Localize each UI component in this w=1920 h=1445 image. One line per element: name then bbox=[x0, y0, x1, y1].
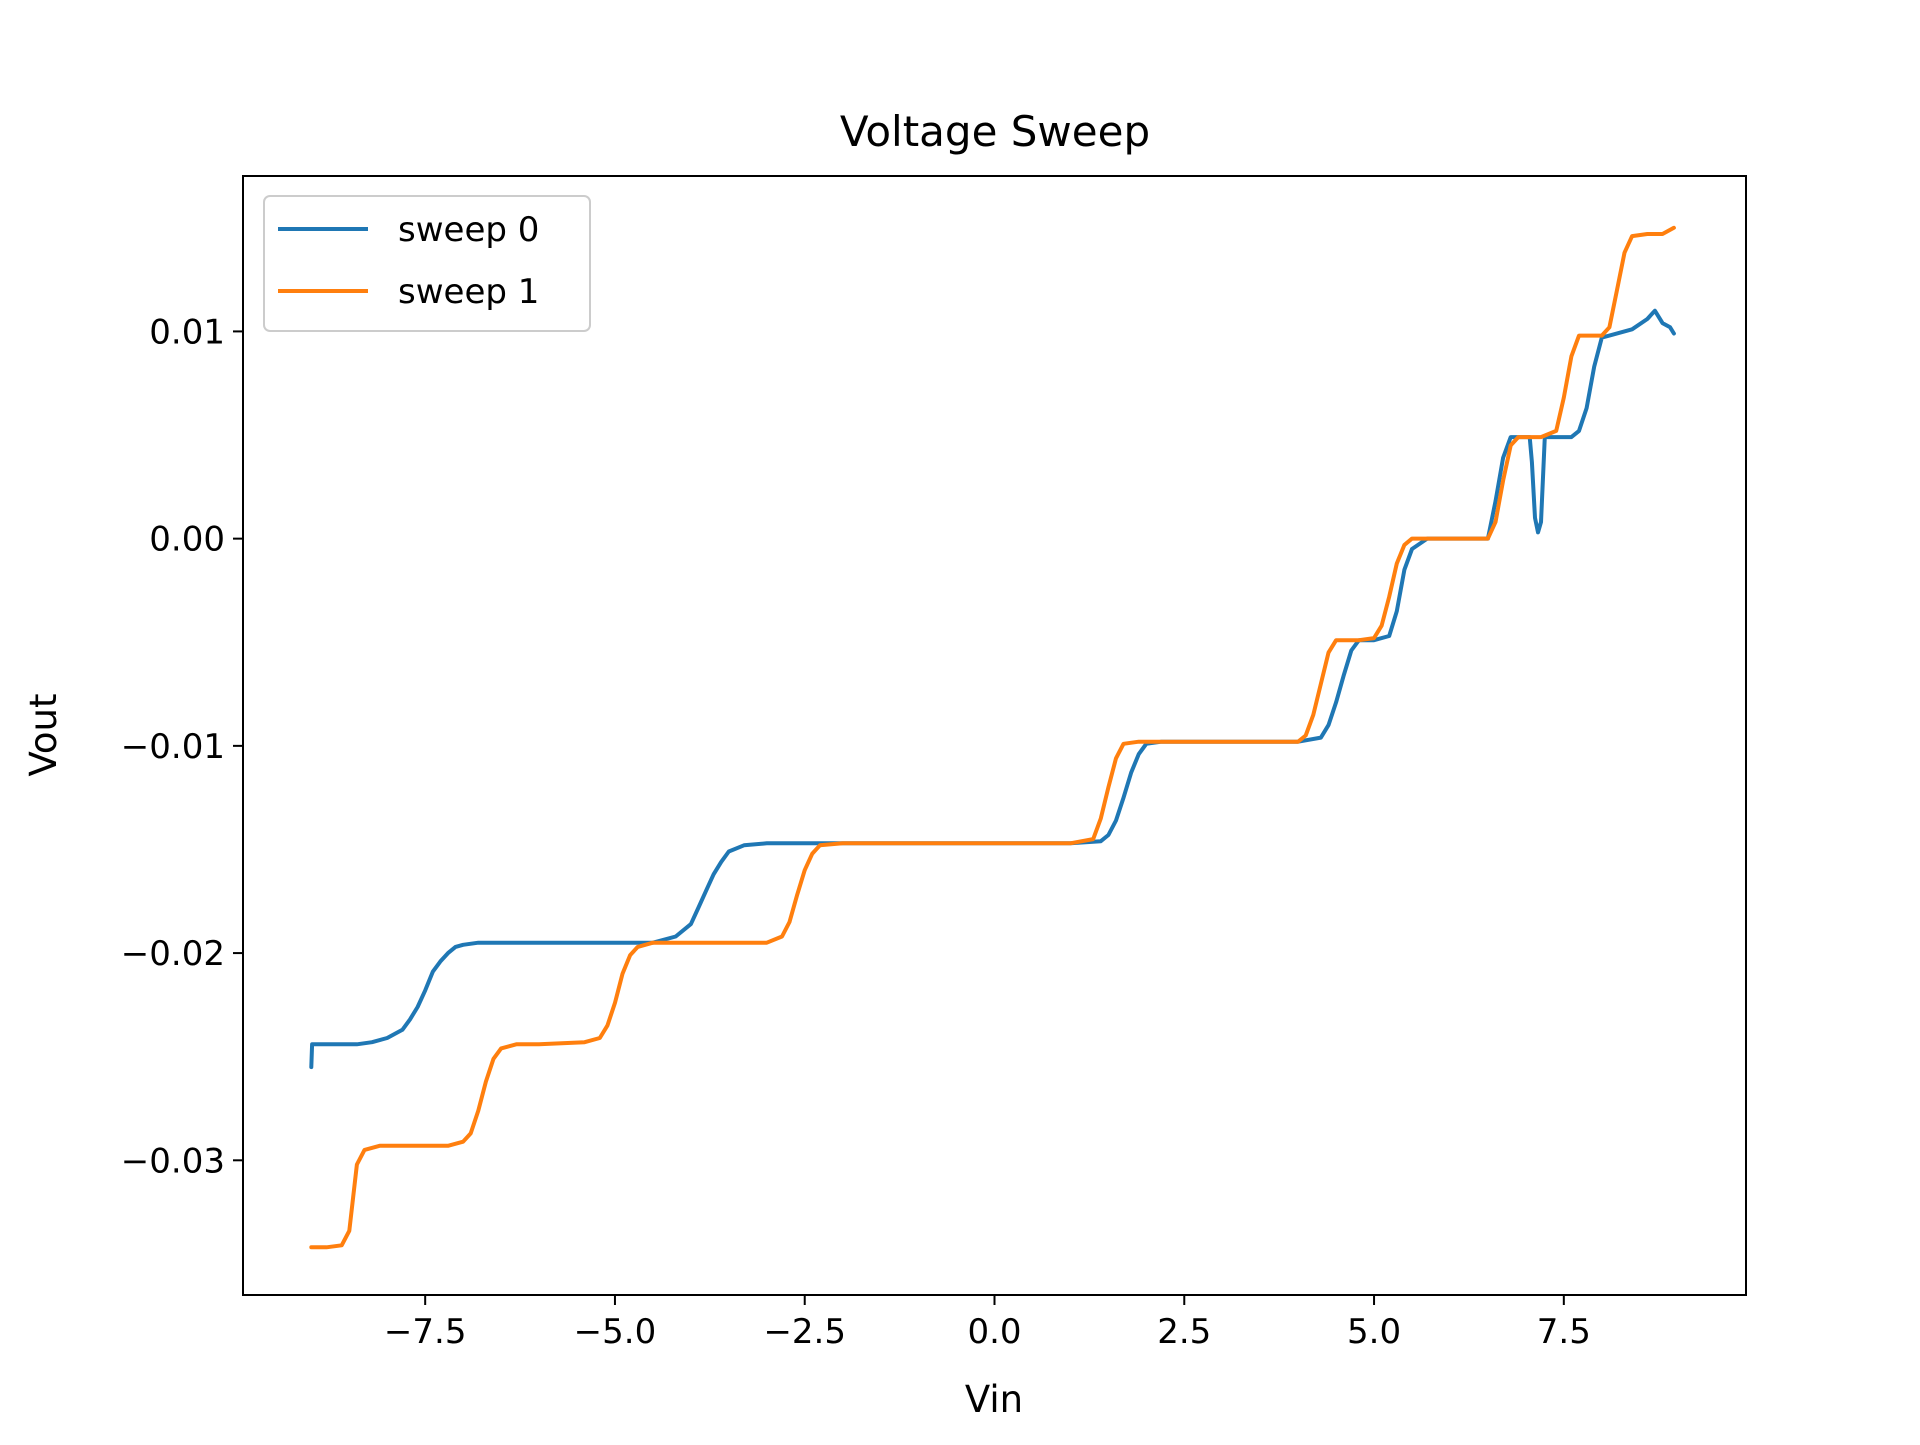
y-tick-label: −0.01 bbox=[121, 727, 225, 767]
x-tick-label: −5.0 bbox=[574, 1312, 657, 1352]
y-tick-label: −0.03 bbox=[121, 1141, 225, 1181]
x-tick-label: −2.5 bbox=[763, 1312, 846, 1352]
series-line-0 bbox=[309, 308, 1676, 1070]
y-axis-label: Vout bbox=[22, 693, 65, 776]
x-tick-label: 5.0 bbox=[1347, 1312, 1401, 1352]
x-axis-label: Vin bbox=[965, 1378, 1023, 1421]
legend: sweep 0 sweep 1 bbox=[263, 195, 591, 332]
x-axis: −7.5 −5.0 −2.5 0.0 2.5 5.0 7.5 bbox=[384, 1295, 1591, 1352]
y-tick-label: −0.02 bbox=[121, 934, 225, 974]
series-line-1 bbox=[309, 225, 1676, 1250]
chart-title: Voltage Sweep bbox=[840, 107, 1150, 156]
x-tick-label: 7.5 bbox=[1537, 1312, 1591, 1352]
plot-frame bbox=[242, 175, 1747, 1296]
x-tick-label: 2.5 bbox=[1157, 1312, 1211, 1352]
x-tick-label: −7.5 bbox=[384, 1312, 467, 1352]
y-tick-label: 0.01 bbox=[149, 312, 225, 352]
legend-label-0: sweep 0 bbox=[398, 210, 539, 250]
y-tick-label: 0.00 bbox=[149, 520, 225, 560]
y-axis: −0.03 −0.02 −0.01 0.00 0.01 bbox=[121, 312, 243, 1181]
plot-layer bbox=[309, 225, 1676, 1250]
legend-label-1: sweep 1 bbox=[398, 272, 539, 312]
x-tick-label: 0.0 bbox=[967, 1312, 1021, 1352]
